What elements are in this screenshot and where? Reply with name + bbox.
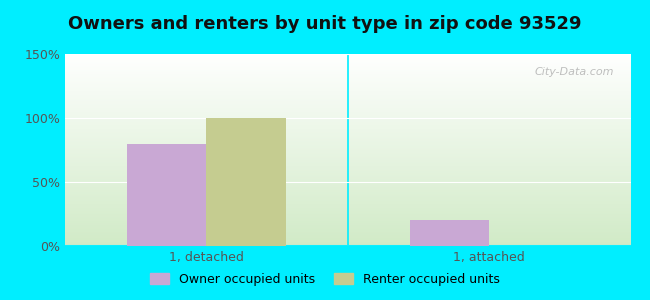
Text: City-Data.com: City-Data.com: [534, 68, 614, 77]
Bar: [410, 220, 489, 246]
Bar: [127, 144, 207, 246]
Legend: Owner occupied units, Renter occupied units: Owner occupied units, Renter occupied un…: [146, 268, 504, 291]
Text: Owners and renters by unit type in zip code 93529: Owners and renters by unit type in zip c…: [68, 15, 582, 33]
Bar: [207, 118, 285, 246]
